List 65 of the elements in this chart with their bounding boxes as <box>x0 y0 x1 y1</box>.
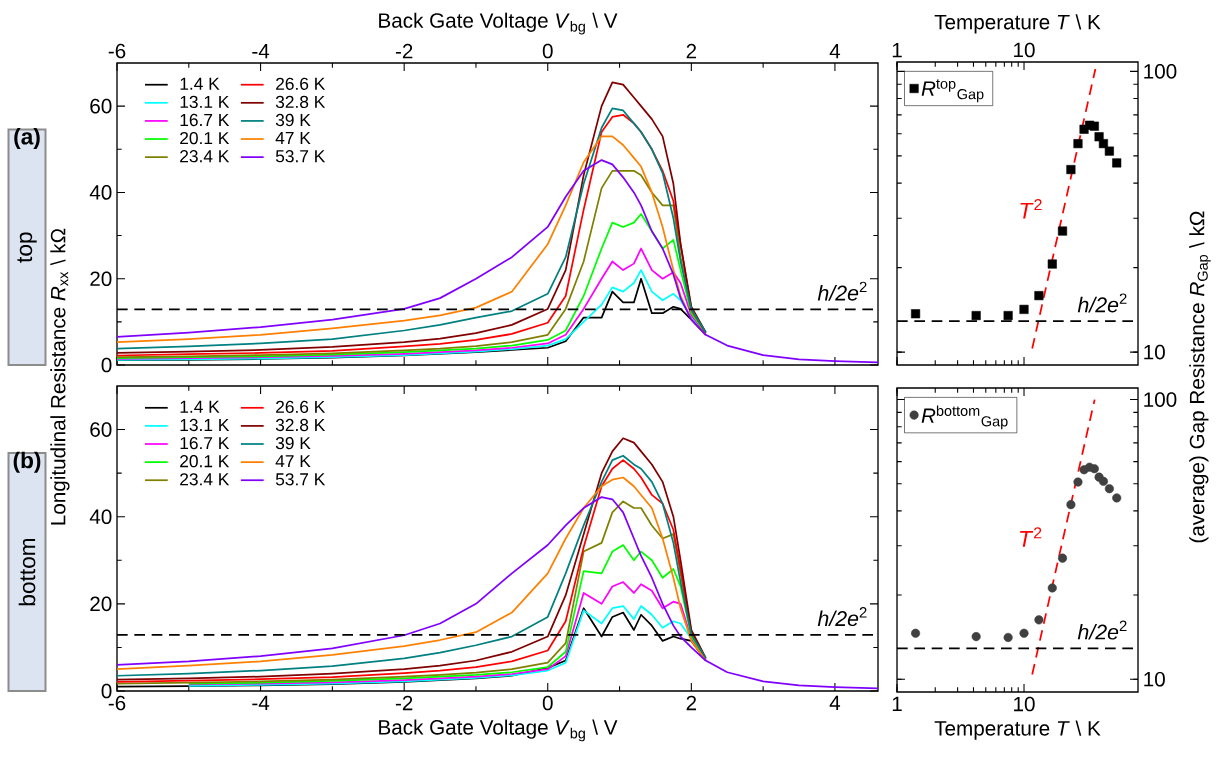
legend-label: 39 K <box>275 436 311 450</box>
ref-line-label: h/2e$^{2}$ <box>817 607 867 627</box>
legend-label: 13.1 K <box>180 95 230 109</box>
legend-label: 1.4 K <box>180 400 220 413</box>
legend-label: 47 K <box>275 132 311 144</box>
x-tick-label: 1 <box>892 43 902 58</box>
legend-label: 26.6 K <box>276 77 326 90</box>
legend-label: 39 K <box>275 113 311 127</box>
line-series <box>116 496 879 690</box>
text: (b) <box>13 451 41 473</box>
text: top <box>17 232 37 263</box>
y-tick-label: 100 <box>1144 392 1177 407</box>
y-tick-label: 40 <box>89 509 112 525</box>
x-tick-label: -2 <box>395 43 413 59</box>
legend-label: 32.8 K <box>275 418 326 432</box>
ref-line-label: h/2e$^{2}$ <box>1077 620 1127 640</box>
y-tick-label: 60 <box>90 422 112 437</box>
x-axis-title: Temperature T \ K <box>934 720 1101 740</box>
legend-label: 20.1 K <box>180 131 230 145</box>
legend-label: 23.4 K <box>180 150 230 163</box>
legend-label: 26.6 K <box>276 400 326 414</box>
legend-label: 32.8 K <box>275 95 326 109</box>
x-tick-label: 2 <box>686 695 697 711</box>
x-tick-label: -4 <box>252 44 270 59</box>
x-axis-title: Temperature T \ K <box>934 14 1101 34</box>
legend-label: 16.7 K <box>180 436 230 450</box>
y-axis-title: (average) Gap Resistance R$_{Gap}$ \ kΩ <box>1189 211 1211 543</box>
x-tick-label: 10 <box>1014 42 1035 58</box>
ref-line-label: h/2e$^{2}$ <box>817 281 867 301</box>
y-tick-label: 100 <box>1144 64 1177 79</box>
x-tick-label: 1 <box>892 696 902 711</box>
legend-label: R$^{top}$Gap <box>921 79 984 103</box>
legend-label: 1.4 K <box>180 77 220 90</box>
x-tick-label: 4 <box>829 695 841 710</box>
y-tick-label: 10 <box>1144 671 1165 687</box>
x-tick-label: -2 <box>395 695 413 711</box>
series-label: T$^{2}$ <box>1020 199 1042 219</box>
text: bottom <box>18 538 36 606</box>
y-tick-label: 20 <box>90 271 112 287</box>
x-axis-title: Back Gate Voltage V$_{bg}$ \ V <box>379 719 618 742</box>
y-tick-label: 60 <box>90 98 112 114</box>
x-tick-label: 0 <box>542 43 553 59</box>
legend-label: 16.7 K <box>180 113 230 127</box>
y-tick-label: 10 <box>1144 344 1165 360</box>
x-tick-label: -4 <box>252 695 270 710</box>
series-label: T$^{2}$ <box>1020 527 1042 547</box>
legend-label: R$^{bottom}$Gap <box>921 405 1008 430</box>
text: (a) <box>14 127 40 150</box>
legend-label: 53.7 K <box>275 150 326 163</box>
y-tick-label: 0 <box>101 357 112 373</box>
y-axis-title: Longitudinal Resistance R$_{xx}$ \ kΩ <box>50 228 70 525</box>
y-tick-label: 40 <box>89 185 112 200</box>
legend-label: 20.1 K <box>180 455 230 468</box>
x-tick-label: 2 <box>686 43 697 59</box>
ref-line-label: h/2e$^{2}$ <box>1077 293 1127 313</box>
legend-label: 23.4 K <box>180 473 230 486</box>
legend-label: 53.7 K <box>275 473 326 486</box>
legend-label: 47 K <box>275 455 311 468</box>
y-tick-label: 20 <box>90 596 112 612</box>
x-axis-title: Back Gate Voltage V$_{bg}$ \ V <box>379 12 618 35</box>
legend-label: 13.1 K <box>180 418 230 432</box>
x-tick-label: 10 <box>1014 696 1035 712</box>
x-tick-label: 0 <box>542 695 553 711</box>
x-tick-label: -6 <box>108 43 126 59</box>
x-tick-label: 4 <box>829 44 841 59</box>
